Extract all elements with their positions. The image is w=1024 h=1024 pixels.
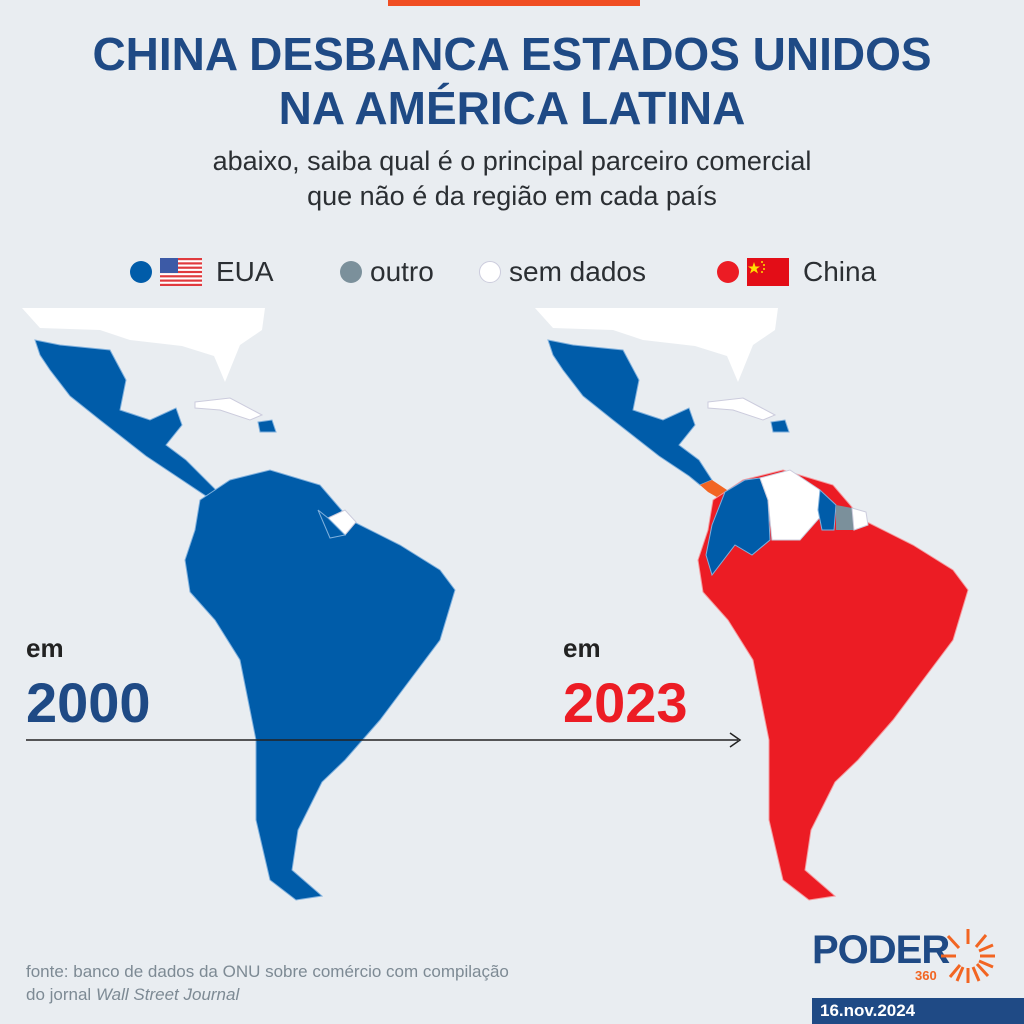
china-flag-icon <box>747 258 789 286</box>
south-america-china <box>697 469 969 901</box>
legend-item-eua: EUA <box>130 256 274 288</box>
top-accent-bar <box>388 0 640 6</box>
map-2000 <box>22 308 456 901</box>
sun-logo-icon <box>941 929 995 983</box>
usa-region <box>535 308 778 382</box>
hispaniola <box>770 419 790 433</box>
subtitle-line-1: abaixo, saiba qual é o principal parceir… <box>212 146 812 176</box>
eua-dot-icon <box>130 261 152 283</box>
logo-360: 360 <box>915 968 937 983</box>
us-flag-icon <box>160 258 202 286</box>
poder360-logo: PODER <box>812 928 950 972</box>
year-2023: 2023 <box>563 671 688 734</box>
usa-region <box>22 308 265 382</box>
colombia <box>705 477 771 577</box>
caribbean <box>194 397 264 421</box>
legend-label-outro: outro <box>370 256 434 287</box>
suriname-other <box>836 505 854 530</box>
guyana <box>817 488 837 531</box>
arrow-head-icon <box>729 732 742 748</box>
outro-dot-icon <box>340 261 362 283</box>
title-line-2: NA AMÉRICA LATINA <box>278 82 746 134</box>
south-america <box>184 469 456 901</box>
source-line-1: fonte: banco de dados da ONU sobre comér… <box>26 962 509 981</box>
legend: EUA outro sem dados China <box>0 256 1024 292</box>
venezuela-no-data <box>759 469 823 541</box>
suriname <box>317 509 347 539</box>
subtitle-line-2: que não é da região em cada país <box>307 181 717 211</box>
legend-item-outro: outro <box>340 256 434 288</box>
legend-item-china: China <box>717 256 876 288</box>
source-note: fonte: banco de dados da ONU sobre comér… <box>26 960 509 1006</box>
china-dot-icon <box>717 261 739 283</box>
source-line-2: do jornal Wall Street Journal <box>26 983 509 1006</box>
legend-label-eua: EUA <box>216 256 274 287</box>
caribbean <box>707 397 777 421</box>
mexico-central-america <box>34 339 217 497</box>
legend-label-sem-dados: sem dados <box>509 256 646 287</box>
source-prefix: do jornal <box>26 985 96 1004</box>
mexico-central-america <box>547 339 713 486</box>
em-label-2023: em <box>563 633 601 663</box>
sem-dados-dot-icon <box>479 261 501 283</box>
map-2023 <box>535 308 969 901</box>
legend-label-china: China <box>803 256 877 287</box>
title-line-1: CHINA DESBANCA ESTADOS UNIDOS <box>92 28 932 80</box>
hispaniola <box>257 419 277 433</box>
legend-item-sem-dados: sem dados <box>479 256 646 288</box>
source-journal: Wall Street Journal <box>95 985 240 1004</box>
em-label-2000: em <box>26 633 64 663</box>
year-2000: 2000 <box>26 671 151 734</box>
publication-date: 16.nov.2024 <box>812 998 1024 1024</box>
french-guiana-no-data <box>851 507 869 531</box>
